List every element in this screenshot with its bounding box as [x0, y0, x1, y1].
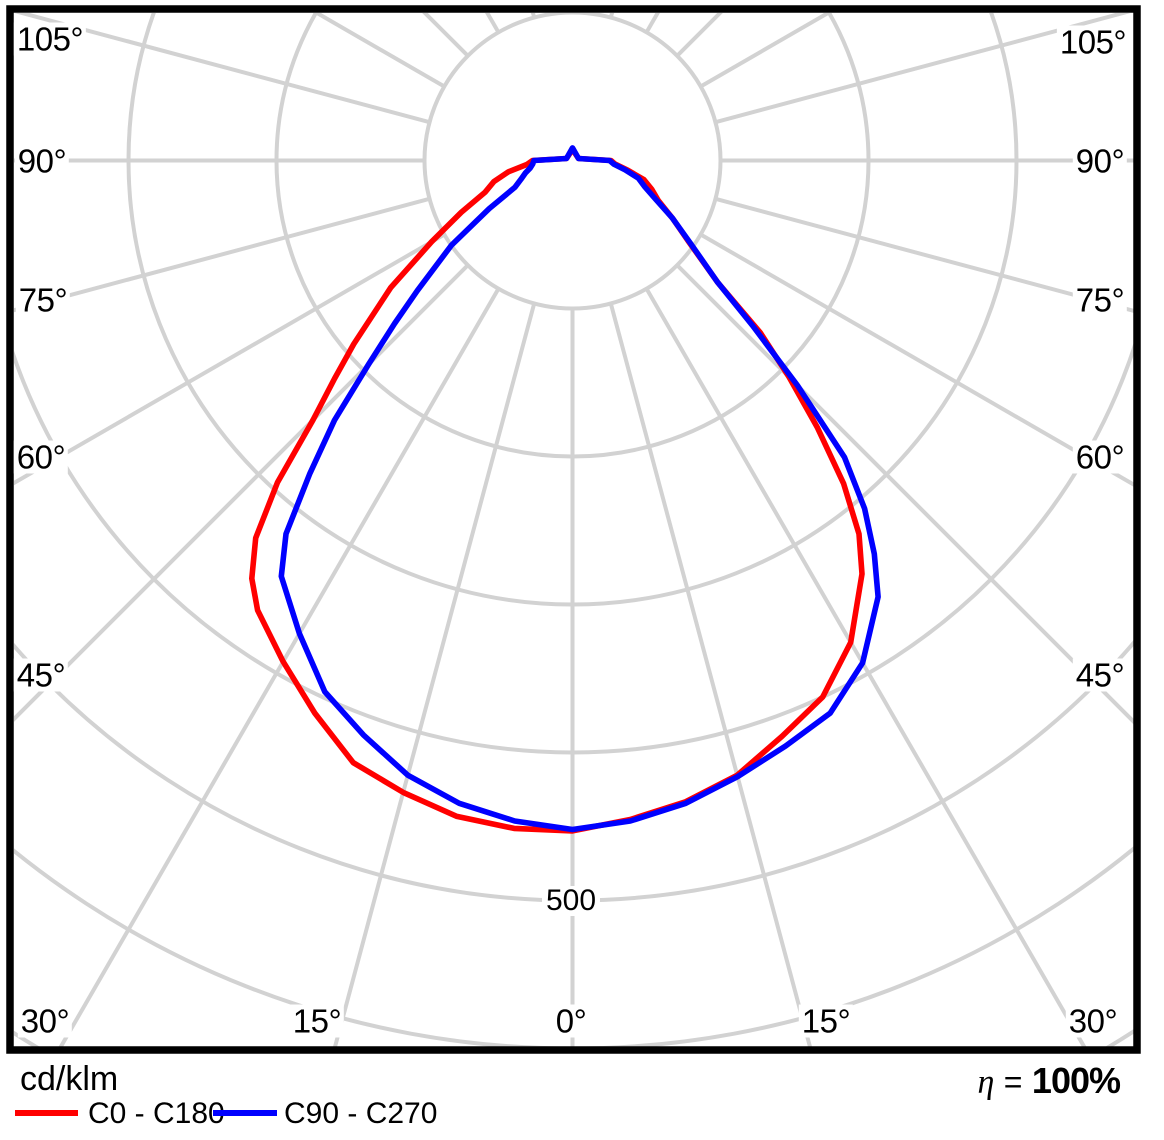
grid-ray-15 — [608, 302, 812, 1047]
eta-equals: = — [1003, 1064, 1023, 1100]
grid-ray-75 — [714, 196, 1134, 313]
grid-ray-285 — [14, 196, 431, 313]
grid-ray-30 — [644, 287, 1087, 1047]
angle-label-L45: 45° — [13, 658, 69, 692]
angle-label-BR30: 30° — [1065, 1004, 1121, 1038]
grid-ray-105 — [714, 13, 1131, 125]
eta-symbol: η — [977, 1064, 995, 1101]
grid-ray-330 — [58, 287, 501, 1047]
grid-ring-500 — [14, 639, 1134, 903]
grid-ray-300 — [14, 232, 446, 486]
angle-label-R90: 90° — [1072, 144, 1128, 178]
legend-label-c0-c180: C0 - C180 — [88, 1097, 225, 1130]
eta-value: 100% — [1031, 1060, 1121, 1101]
legend-label-c90-c270: C90 - C270 — [284, 1097, 438, 1130]
angle-label-BL30: 30° — [17, 1004, 73, 1038]
angle-label-L75: 75° — [15, 283, 71, 317]
curve-C0-C180 — [249, 146, 865, 834]
angle-label-L105: 105° — [13, 22, 87, 56]
grid-ray-255 — [14, 13, 431, 125]
angle-label-R105: 105° — [1056, 25, 1130, 59]
angle-label-BR15: 15° — [798, 1004, 854, 1038]
legend-line-c90-c270 — [213, 1110, 277, 1116]
angle-label-R75: 75° — [1072, 283, 1128, 317]
grid-ray-315 — [14, 263, 470, 722]
chart-frame — [6, 5, 1141, 1054]
legend-line-c0-c180 — [15, 1110, 78, 1116]
grid-ring-100 — [422, 13, 723, 311]
grid-ray-60 — [699, 232, 1134, 487]
angle-label-B0: 0° — [552, 1004, 590, 1038]
angle-label-L60: 60° — [13, 440, 69, 474]
efficiency-label: η = 100% — [880, 1060, 1121, 1101]
angle-label-R45: 45° — [1072, 658, 1128, 692]
units-label: cd/klm — [20, 1060, 119, 1098]
grid-ray-345 — [333, 302, 537, 1047]
curve-C90-C270 — [278, 145, 881, 833]
angle-label-L90: 90° — [14, 144, 70, 178]
radial-scale-label: 500 — [541, 885, 601, 916]
angle-label-BL15: 15° — [289, 1004, 345, 1038]
grid-ring-400 — [14, 343, 1134, 755]
angle-label-R60: 60° — [1072, 440, 1128, 474]
